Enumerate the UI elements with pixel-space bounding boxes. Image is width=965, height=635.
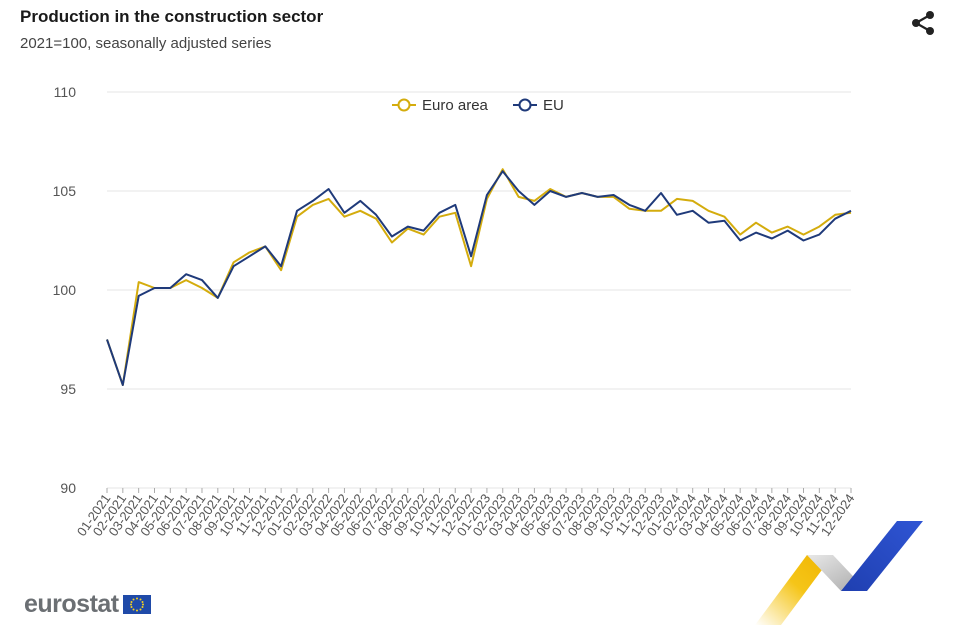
decorative-ribbon <box>755 521 923 625</box>
y-tick-label: 95 <box>60 381 76 397</box>
y-tick-label: 100 <box>53 282 77 298</box>
series-line-euro-area[interactable] <box>106 168 852 386</box>
y-tick-label: 110 <box>54 84 77 100</box>
legend-label: EU <box>543 97 564 114</box>
legend-item-eu[interactable]: EU <box>513 97 564 114</box>
chart-subtitle: 2021=100, seasonally adjusted series <box>20 35 272 52</box>
series-lines <box>106 168 852 386</box>
y-axis-ticks: 90 95 100 105 110 <box>53 84 77 496</box>
x-axis-ticks: 01-202102-202103-202104-202105-202106-20… <box>74 488 857 539</box>
line-chart: 90 95 100 105 110 01-202102-202103-202104-20… <box>53 84 858 539</box>
chart-title: Production in the construction sector <box>20 7 324 26</box>
y-tick-label: 105 <box>53 183 77 199</box>
series-line-eu[interactable] <box>106 170 852 386</box>
legend-label: Euro area <box>422 97 489 114</box>
grid-lines <box>107 91 851 489</box>
logo-text: eurostat <box>24 590 119 618</box>
legend-item-euro-area[interactable]: Euro area <box>392 97 489 114</box>
legend-marker <box>518 98 532 112</box>
eurostat-logo: eurostat <box>24 590 151 619</box>
eu-flag-icon <box>122 595 151 614</box>
legend[interactable]: Euro area EU <box>392 97 564 114</box>
share-icon[interactable] <box>910 10 936 36</box>
y-tick-label: 90 <box>60 480 76 496</box>
legend-marker <box>397 98 411 112</box>
